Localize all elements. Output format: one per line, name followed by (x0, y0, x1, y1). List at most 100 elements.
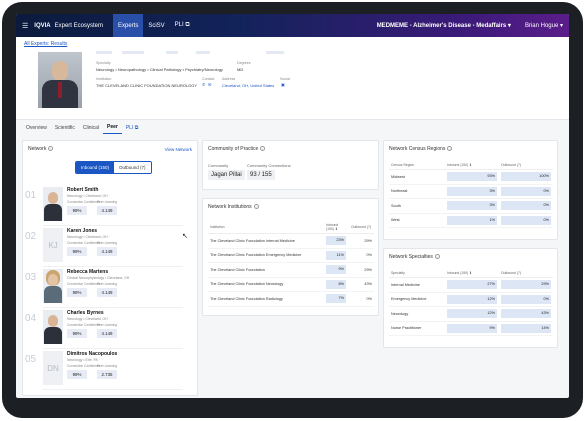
tab-peer[interactable]: Peer (102, 124, 122, 134)
percent-bar: 29% (501, 280, 551, 290)
project-selector[interactable]: MEDMEME - Alzheimer's Disease - Medaffai… (376, 23, 511, 29)
column-header[interactable]: Inbound (150) ⬇ (445, 161, 499, 170)
column-header[interactable]: Inbound (150) ⬇ (324, 221, 349, 234)
person-name[interactable]: Rebecca Martens (67, 269, 109, 275)
person-specialty: Neurology • Erie, PA (67, 358, 98, 362)
specialty-name: Internal Medicine (389, 277, 445, 293)
table-row[interactable]: Neurology 12% 43% (389, 306, 553, 322)
tab-pli[interactable]: PLI ⧉ (125, 125, 139, 131)
percent-bar: 0% (501, 294, 551, 304)
institutions-table: Institution Inbound (150) ⬇ Outbound (7)… (208, 221, 374, 307)
region-name: Midwest (389, 169, 445, 185)
bar-cell: 12% (445, 292, 499, 307)
percent-bar: 1% (447, 215, 497, 225)
bar-cell: 0% (499, 184, 553, 199)
percent-bar: 3% (447, 186, 497, 196)
table-row[interactable]: The Cleveland Clinic Foundation Radiolog… (208, 291, 374, 307)
hamburger-menu-icon[interactable]: ☰ (22, 22, 29, 30)
table-row[interactable]: The Cleveland Clinic Foundation Neurolog… (208, 277, 374, 292)
table-row[interactable]: Internal Medicine 27% 29% (389, 277, 553, 293)
network-card: Network i View Network Inbound (150) Outb… (22, 140, 198, 396)
table-row[interactable]: South 3% 0% (389, 198, 553, 214)
community-card: Community of Practice i Community Jagan P… (202, 140, 379, 190)
table-row[interactable]: The Cleveland Clinic Foundation Internal… (208, 233, 374, 249)
tab-overview[interactable]: Overview (26, 125, 47, 131)
view-network-link[interactable]: View Network (164, 147, 192, 152)
outbound-toggle-button[interactable]: Outbound (7) (114, 162, 151, 173)
tab-clinical[interactable]: Clinical (82, 125, 99, 131)
peer-learning-label: Peer Learning (97, 364, 118, 368)
table-row[interactable]: West 1% 0% (389, 213, 553, 228)
bar-cell: 0% (499, 198, 553, 214)
percent-bar: 43% (501, 309, 551, 319)
person-specialty: Neurology • Cleveland, OH (67, 194, 108, 198)
confidence-value: 99% (67, 288, 87, 297)
redacted-text (196, 51, 210, 54)
user-menu[interactable]: Brian Hogue ▾ (524, 23, 563, 29)
email-icon[interactable]: ✉ (208, 82, 212, 87)
brand-logo: IQVIA (34, 22, 51, 29)
info-icon[interactable]: i (447, 146, 453, 152)
avatar (43, 187, 63, 221)
bar-cell: 93% (445, 169, 499, 185)
percent-bar: 8% (326, 279, 346, 289)
outbound-value: 43% (349, 277, 374, 292)
column-header[interactable]: Outbound (7) (499, 269, 553, 278)
tab-scientific[interactable]: Scientific (54, 125, 75, 131)
table-row[interactable]: Emergency Medicine 12% 0% (389, 292, 553, 307)
person-name[interactable]: Dimitros Nacopoulos (67, 351, 118, 357)
peer-learning-value: 4.149 (97, 288, 117, 297)
linkedin-icon[interactable]: ▣ (281, 82, 285, 87)
network-person-row[interactable]: 05 DN Dimitros Nacopoulos Neurology • Erie,… (25, 351, 185, 391)
community-value: Jagan Pillai (208, 170, 245, 180)
network-person-row[interactable]: 04 Charles Byrnes Neurology • Cleveland, O… (25, 310, 185, 350)
nav-experts[interactable]: Experts (112, 14, 144, 37)
address-link[interactable]: Cleveland, OH, United States (222, 83, 275, 88)
column-header[interactable]: Outbound (7) (349, 221, 374, 234)
info-icon[interactable]: i (260, 146, 266, 152)
info-icon[interactable]: i (253, 204, 259, 210)
bar-cell: 43% (499, 306, 553, 322)
person-name[interactable]: Karen Jones (67, 228, 98, 234)
bar-cell: 23% (324, 233, 349, 249)
peer-learning-label: Peer Learning (97, 200, 118, 204)
table-row[interactable]: Nurse Practitioner 9% 14% (389, 321, 553, 336)
table-row[interactable]: The Cleveland Clinic Foundation 9% 29% (208, 262, 374, 278)
network-person-row[interactable]: 03 Rebecca Martens Clinical Neurophysiolog… (25, 269, 185, 309)
institution-name: The Cleveland Clinic Foundation Radiolog… (208, 291, 324, 307)
person-specialty: Clinical Neurophysiology • Cleveland, OH (67, 276, 130, 280)
table-row[interactable]: The Cleveland Clinic Foundation Emergenc… (208, 248, 374, 263)
bar-cell: 3% (445, 184, 499, 199)
nav-scisv[interactable]: SciSV (148, 22, 165, 29)
person-name[interactable]: Robert Smith (67, 187, 99, 193)
redacted-text (166, 51, 178, 54)
person-name[interactable]: Charles Byrnes (67, 310, 104, 316)
bar-cell: 12% (445, 306, 499, 322)
bar-cell: 1% (445, 213, 499, 228)
avatar-initials: KJ (43, 228, 63, 262)
profile-tabs: Overview Scientific Clinical Peer PLI ⧉ (16, 120, 569, 134)
network-person-row[interactable]: 02 KJ Karen Jones Neurology • Cleveland, OH… (25, 228, 185, 268)
table-row[interactable]: Midwest 93% 100% (389, 169, 553, 185)
column-header[interactable]: Outbound (7) (499, 161, 553, 170)
nav-pli[interactable]: PLI ⧉ (174, 22, 190, 28)
network-person-row[interactable]: 01 Robert Smith Neurology • Cleveland, OH C… (25, 187, 185, 227)
percent-bar: 11% (326, 250, 346, 260)
outbound-value: 29% (349, 233, 374, 249)
breadcrumb[interactable]: All Experts: Results (16, 37, 569, 50)
info-icon[interactable]: i (434, 254, 440, 260)
info-icon[interactable]: i (48, 146, 54, 152)
mouse-cursor-icon: ↖ (182, 233, 188, 240)
inbound-toggle-button[interactable]: Inbound (150) (76, 162, 115, 173)
table-row[interactable]: Northeast 3% 0% (389, 184, 553, 199)
confidence-label: Connection Confidence (67, 241, 101, 245)
redacted-text (122, 51, 144, 54)
column-header: Census Region (389, 161, 445, 170)
person-specialty: Neurology • Cleveland, OH (67, 235, 108, 239)
column-header[interactable]: Inbound (150) ⬇ (445, 269, 499, 278)
confidence-label: Connection Confidence (67, 200, 101, 204)
census-table: Census Region Inbound (150) ⬇ Outbound (… (389, 161, 553, 228)
confidence-value: 99% (67, 370, 87, 379)
region-name: West (389, 213, 445, 228)
phone-icon[interactable]: ✆ (202, 82, 206, 87)
